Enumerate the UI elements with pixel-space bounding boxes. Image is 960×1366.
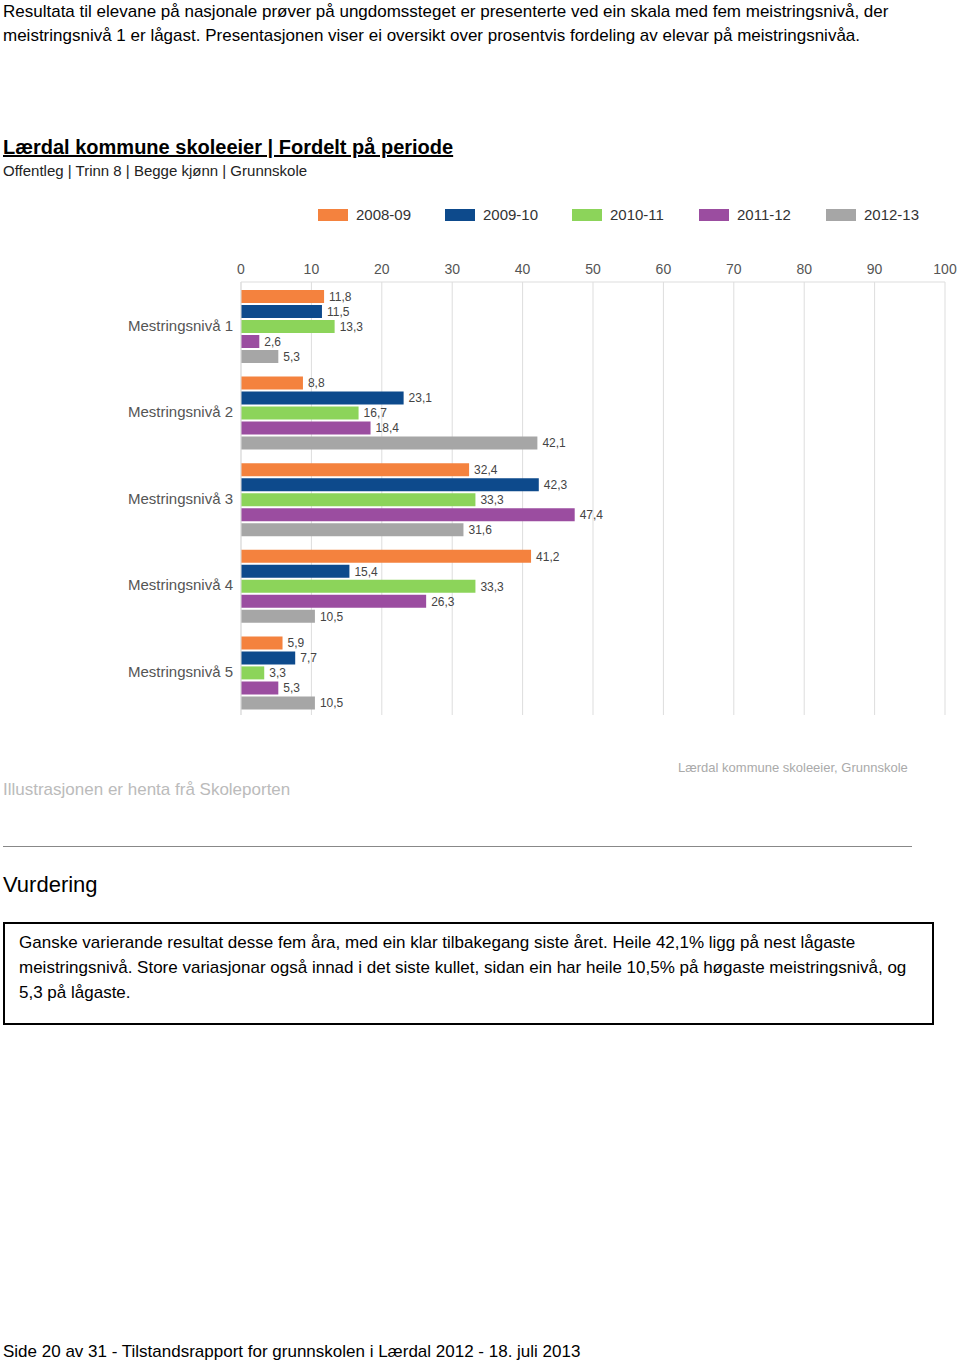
html-text:2010-11: 2010-11 [610, 206, 664, 223]
svg-text:30: 30 [444, 261, 460, 277]
svg-text:18,4: 18,4 [376, 421, 400, 435]
svg-text:8,8: 8,8 [308, 376, 325, 390]
svg-text:90: 90 [867, 261, 883, 277]
svg-text:13,3: 13,3 [340, 320, 364, 334]
svg-text:Mestringsnivå 1: Mestringsnivå 1 [128, 317, 233, 334]
svg-text:2,6: 2,6 [264, 335, 281, 349]
svg-text:32,4: 32,4 [474, 463, 498, 477]
html-text:2009-10: 2009-10 [483, 206, 539, 223]
svg-text:Mestringsnivå 3: Mestringsnivå 3 [128, 490, 233, 507]
svg-text:26,3: 26,3 [431, 595, 455, 609]
html-text:Ganske varierande resultat des: Ganske varierande resultat desse fem åra… [19, 933, 907, 1002]
html-text:Side 20 av 31 - Tilstandsrappo: Side 20 av 31 - Tilstandsrapport for gru… [3, 1342, 581, 1361]
svg-text:11,8: 11,8 [329, 290, 352, 304]
svg-text:60: 60 [656, 261, 672, 277]
svg-text:5,9: 5,9 [288, 636, 305, 650]
svg-text:10: 10 [304, 261, 320, 277]
html-text:2011-12: 2011-12 [737, 206, 791, 223]
svg-text:10,5: 10,5 [320, 610, 344, 624]
svg-text:5,3: 5,3 [283, 350, 300, 364]
svg-text:100: 100 [933, 261, 952, 277]
html-text:2008-09: 2008-09 [356, 206, 412, 223]
html-text:2012-13: 2012-13 [864, 206, 920, 223]
html-text:Lærdal kommune skoleeier, Grun: Lærdal kommune skoleeier, Grunnskole [678, 760, 908, 775]
svg-text:15,4: 15,4 [354, 565, 378, 579]
svg-text:10,5: 10,5 [320, 696, 344, 710]
svg-text:Mestringsnivå 4: Mestringsnivå 4 [128, 576, 233, 593]
svg-text:80: 80 [796, 261, 812, 277]
svg-text:5,3: 5,3 [283, 681, 300, 695]
svg-text:7,7: 7,7 [300, 651, 317, 665]
svg-text:16,7: 16,7 [364, 406, 388, 420]
html-text:Illustrasjonen er henta frå Sk: Illustrasjonen er henta frå Skoleporten [3, 780, 291, 799]
svg-text:41,2: 41,2 [536, 550, 560, 564]
svg-text:70: 70 [726, 261, 742, 277]
html-text:Offentleg | Trinn 8 | Begge kj: Offentleg | Trinn 8 | Begge kjønn | Grun… [3, 162, 308, 179]
html-text:Vurdering: Vurdering [3, 872, 98, 897]
html-text:Resultata til elevane på nasjo: Resultata til elevane på nasjonale prøve… [3, 2, 889, 45]
svg-text:31,6: 31,6 [468, 523, 492, 537]
svg-text:42,1: 42,1 [542, 436, 566, 450]
svg-text:40: 40 [515, 261, 531, 277]
svg-text:33,3: 33,3 [480, 493, 504, 507]
svg-text:3,3: 3,3 [269, 666, 286, 680]
svg-text:0: 0 [237, 261, 245, 277]
svg-text:23,1: 23,1 [409, 391, 433, 405]
svg-text:50: 50 [585, 261, 601, 277]
html-text:Lærdal kommune skoleeier | For: Lærdal kommune skoleeier | Fordelt på pe… [3, 136, 454, 158]
svg-text:Mestringsnivå 2: Mestringsnivå 2 [128, 403, 233, 420]
svg-text:33,3: 33,3 [480, 580, 504, 594]
svg-text:20: 20 [374, 261, 390, 277]
svg-text:47,4: 47,4 [580, 508, 604, 522]
svg-text:42,3: 42,3 [544, 478, 568, 492]
svg-text:11,5: 11,5 [327, 305, 350, 319]
svg-text:Mestringsnivå 5: Mestringsnivå 5 [128, 663, 233, 680]
